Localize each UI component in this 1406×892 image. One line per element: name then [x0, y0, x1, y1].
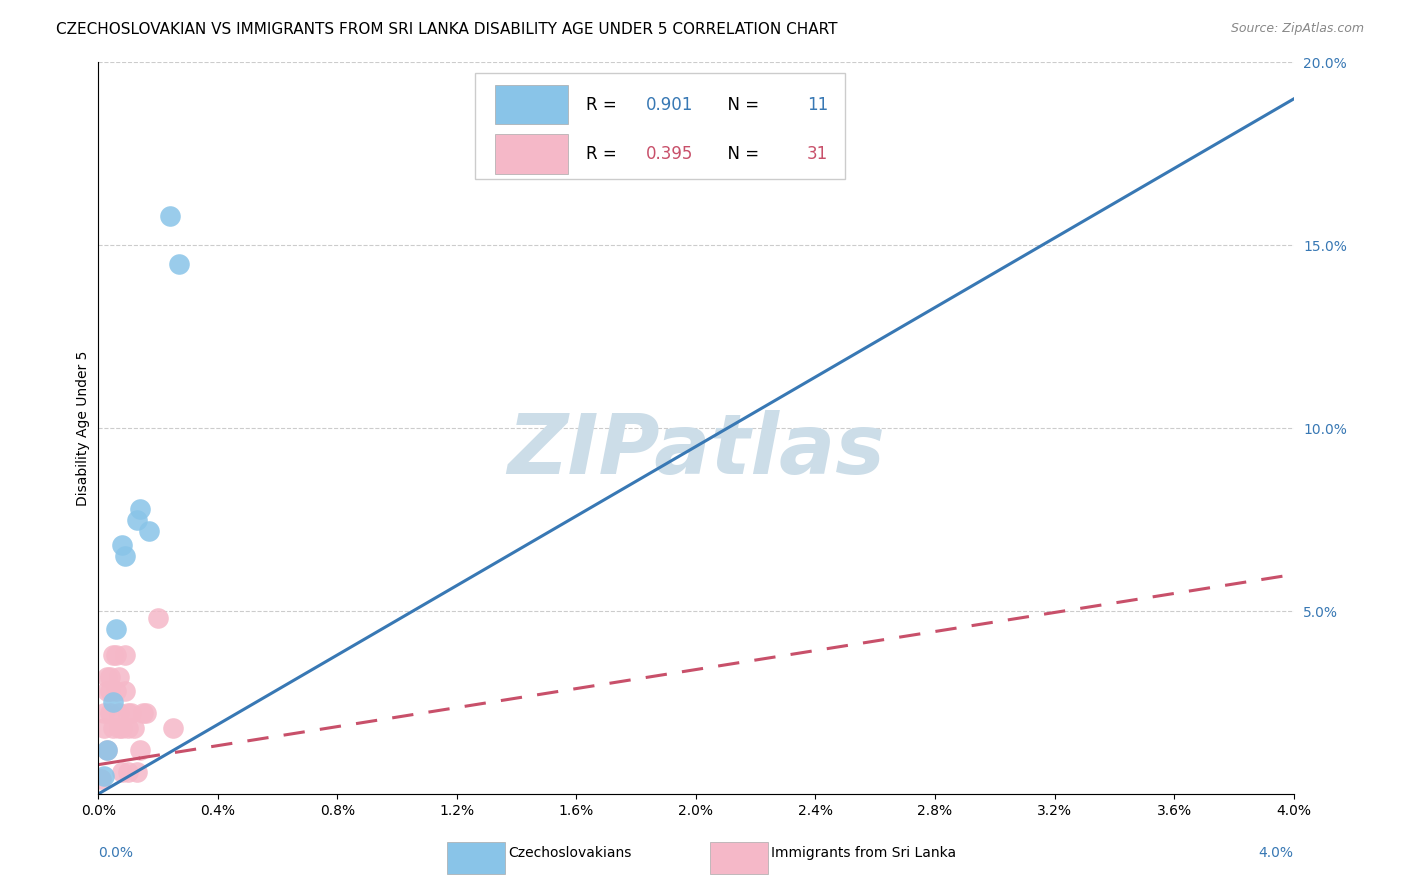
- Point: [93, 721, 115, 735]
- Text: Immigrants from Sri Lanka: Immigrants from Sri Lanka: [772, 847, 956, 860]
- Text: 31: 31: [807, 145, 828, 163]
- Point: [103, 696, 125, 710]
- Point: [114, 648, 136, 662]
- Point: [132, 706, 155, 721]
- Point: [117, 706, 139, 721]
- Point: [98, 670, 122, 684]
- Point: [159, 209, 181, 223]
- Point: [127, 512, 149, 526]
- Text: CZECHOSLOVAKIAN VS IMMIGRANTS FROM SRI LANKA DISABILITY AGE UNDER 5 CORRELATION : CZECHOSLOVAKIAN VS IMMIGRANTS FROM SRI L…: [56, 22, 838, 37]
- Point: [93, 769, 115, 783]
- Text: 11: 11: [807, 95, 828, 113]
- Point: [117, 764, 139, 779]
- Text: Czechoslovakians: Czechoslovakians: [509, 847, 631, 860]
- Point: [124, 721, 146, 735]
- Point: [129, 743, 152, 757]
- Point: [96, 743, 118, 757]
- Text: R =: R =: [586, 95, 621, 113]
- Text: 4.0%: 4.0%: [1258, 847, 1294, 860]
- Point: [127, 764, 149, 779]
- Text: N =: N =: [717, 145, 765, 163]
- Point: [105, 684, 128, 698]
- Point: [129, 501, 152, 516]
- Text: ZIPatlas: ZIPatlas: [508, 409, 884, 491]
- Y-axis label: Disability Age Under 5: Disability Age Under 5: [76, 351, 90, 506]
- Point: [108, 706, 131, 721]
- Text: Source: ZipAtlas.com: Source: ZipAtlas.com: [1230, 22, 1364, 36]
- Text: 0.0%: 0.0%: [98, 847, 134, 860]
- Point: [108, 721, 131, 735]
- Text: 0.395: 0.395: [645, 145, 693, 163]
- Point: [148, 611, 170, 625]
- Point: [111, 764, 134, 779]
- Point: [105, 648, 128, 662]
- Point: [98, 706, 122, 721]
- Point: [90, 772, 112, 787]
- Point: [117, 721, 139, 735]
- FancyBboxPatch shape: [495, 135, 568, 174]
- FancyBboxPatch shape: [710, 842, 768, 874]
- FancyBboxPatch shape: [495, 85, 568, 125]
- Point: [114, 549, 136, 564]
- Point: [98, 684, 122, 698]
- Point: [162, 721, 184, 735]
- Point: [111, 721, 134, 735]
- Point: [135, 706, 157, 721]
- FancyBboxPatch shape: [447, 842, 505, 874]
- Point: [120, 706, 142, 721]
- Point: [111, 538, 134, 552]
- Point: [93, 706, 115, 721]
- Point: [96, 743, 118, 757]
- FancyBboxPatch shape: [475, 73, 845, 179]
- Point: [167, 256, 190, 270]
- Point: [114, 684, 136, 698]
- Point: [96, 684, 118, 698]
- Point: [138, 524, 160, 538]
- Text: R =: R =: [586, 145, 621, 163]
- Point: [108, 670, 131, 684]
- Point: [103, 648, 125, 662]
- Point: [105, 623, 128, 637]
- Text: N =: N =: [717, 95, 765, 113]
- Text: 0.901: 0.901: [645, 95, 693, 113]
- Point: [103, 721, 125, 735]
- Point: [96, 670, 118, 684]
